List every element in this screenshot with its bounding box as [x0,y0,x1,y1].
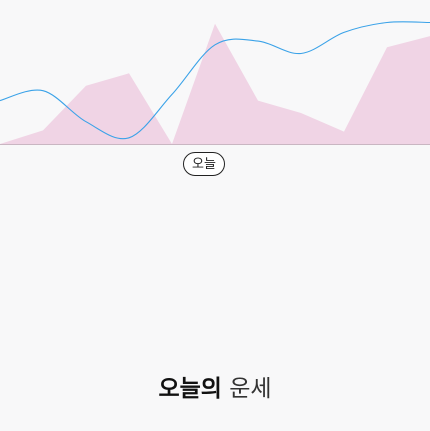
area-series [0,23,430,145]
fortune-chart [0,0,430,150]
line-series [0,21,430,140]
area-series-path [0,23,430,145]
page-title: 오늘의 운세 [0,376,430,404]
fortune-chart-svg [0,21,430,145]
today-badge-label: 오늘 [192,156,216,172]
page-title-bold: 오늘의 [158,376,222,402]
page-title-light: 운세 [229,376,272,402]
today-badge[interactable]: 오늘 [183,152,225,176]
line-series-path [0,21,430,140]
